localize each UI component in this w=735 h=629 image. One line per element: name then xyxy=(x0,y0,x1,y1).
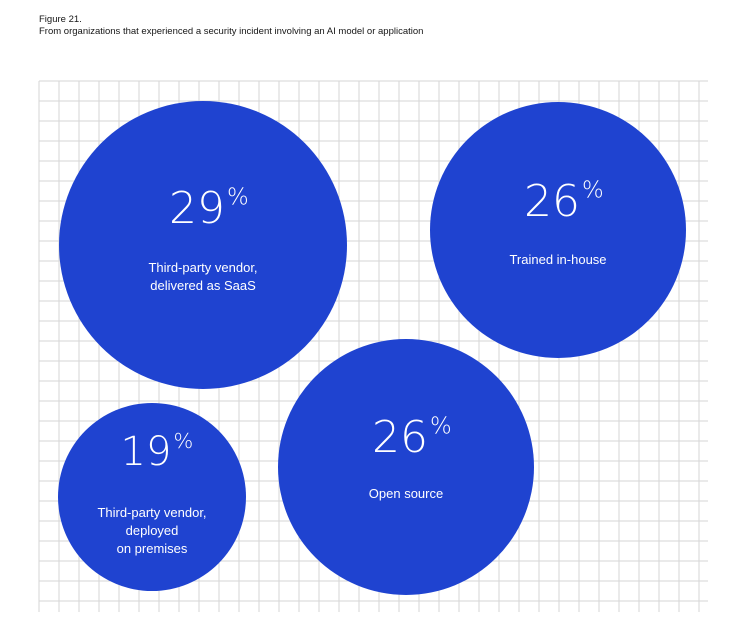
category-label: Third-party vendor, xyxy=(148,260,257,275)
figure-number: Figure 21. xyxy=(39,14,82,25)
chart-header: Figure 21. From organizations that exper… xyxy=(39,14,499,37)
bubble-group: 19 % Third-party vendor, deployed on premise… xyxy=(58,403,246,591)
category-label: on premises xyxy=(117,541,188,556)
bubble-group: 29 % Third-party vendor, delivered as SaaS xyxy=(59,101,347,389)
value-label: 26 xyxy=(524,176,580,227)
bubble xyxy=(58,403,246,591)
value-label: 29 xyxy=(169,183,225,234)
percent-sign: % xyxy=(430,414,452,440)
category-label: Trained in-house xyxy=(509,252,606,267)
value-label: 19 xyxy=(121,429,172,475)
bubble xyxy=(278,339,534,595)
bubble-group: 26 % Trained in-house xyxy=(430,102,686,358)
percent-sign: % xyxy=(582,178,604,204)
figure-subtitle: From organizations that experienced a se… xyxy=(39,25,424,37)
category-label: delivered as SaaS xyxy=(150,278,256,293)
bubble xyxy=(59,101,347,389)
percent-sign: % xyxy=(173,429,193,453)
category-label: Open source xyxy=(369,486,443,501)
category-label: Third-party vendor, xyxy=(97,505,206,520)
percent-sign: % xyxy=(227,185,249,211)
category-label: deployed xyxy=(126,523,179,538)
value-label: 26 xyxy=(372,412,428,463)
bubble xyxy=(430,102,686,358)
bubble-group: 26 % Open source xyxy=(278,339,534,595)
